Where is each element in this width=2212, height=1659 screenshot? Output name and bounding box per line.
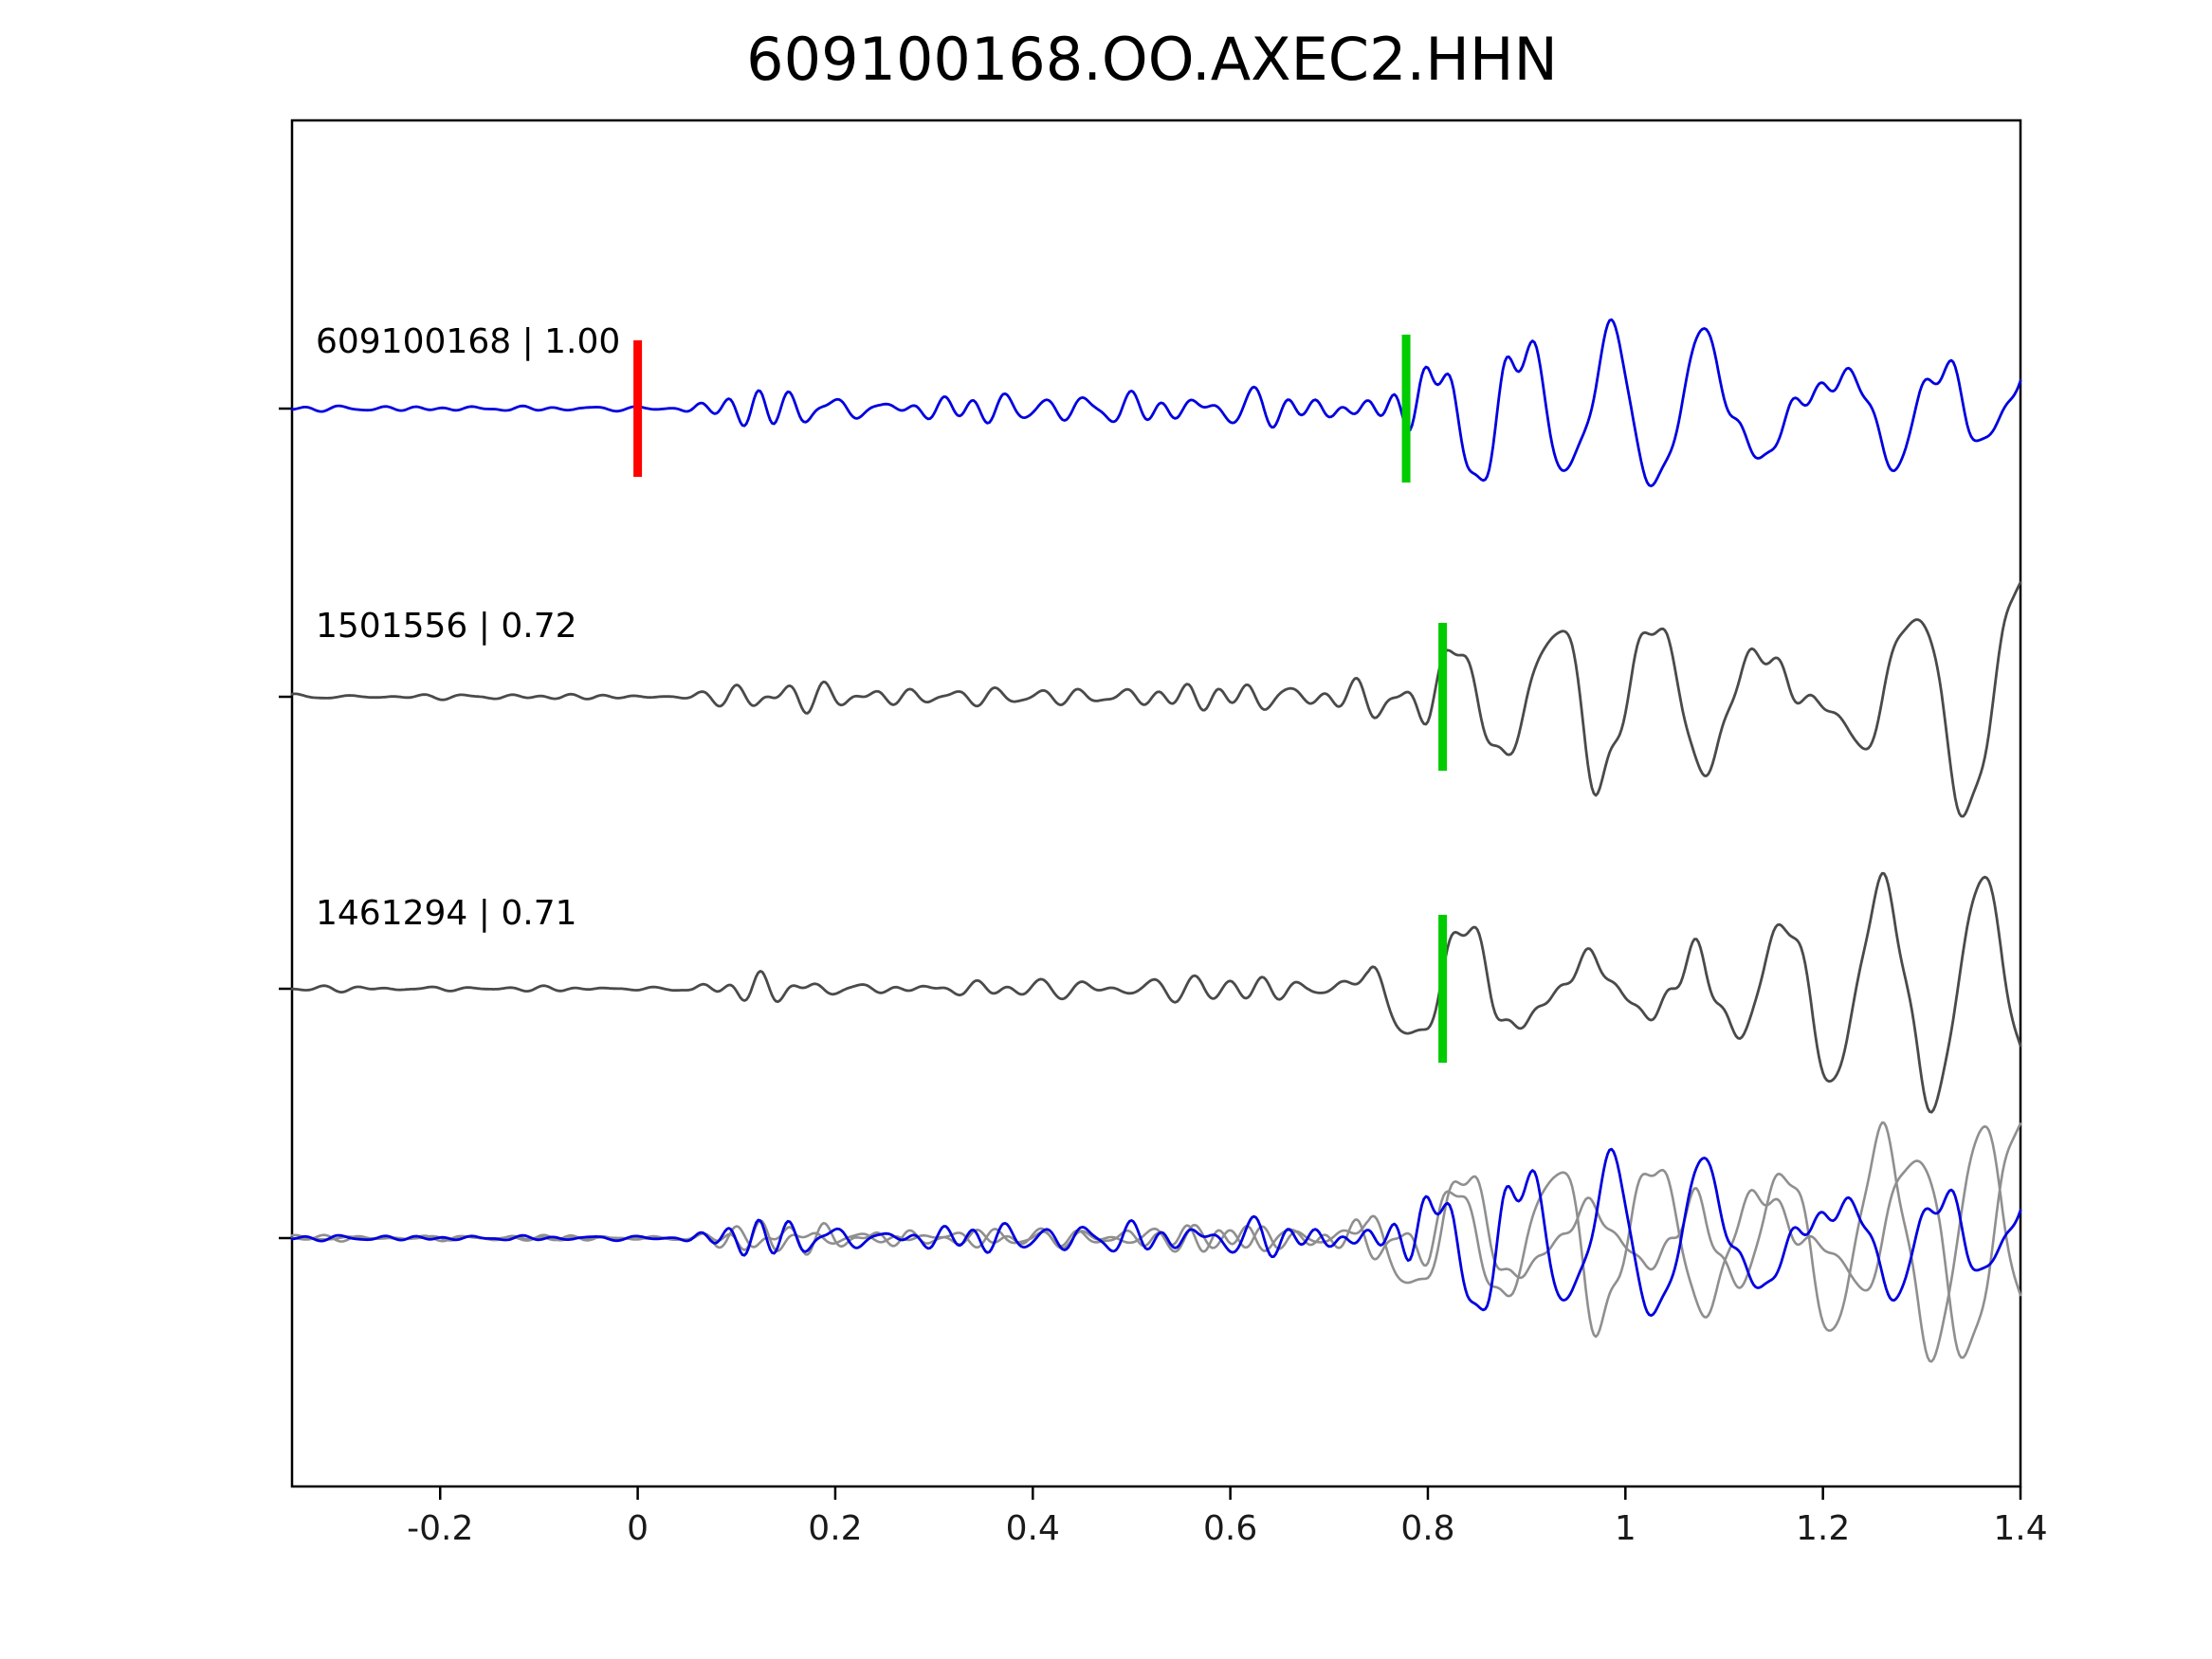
x-tick-label: 0.8 xyxy=(1400,1509,1454,1548)
x-tick-label: 1.4 xyxy=(1993,1509,2047,1548)
waveform-trace-1461294 xyxy=(290,871,2022,1114)
x-tick-label: 0.6 xyxy=(1203,1509,1257,1548)
waveform-trace-1501556 xyxy=(290,581,2022,818)
x-tick-label: 1 xyxy=(1615,1509,1636,1548)
x-tick-label: 0 xyxy=(627,1509,649,1548)
overlay-waveform-0 xyxy=(290,1122,2022,1359)
overlay-waveform-1 xyxy=(290,1121,2022,1363)
figure-title: 609100168.OO.AXEC2.HHN xyxy=(746,25,1558,94)
waveform-trace-609100168 xyxy=(290,318,2022,487)
x-tick-label: 1.2 xyxy=(1796,1509,1850,1548)
trace-label-1461294: 1461294 | 0.71 xyxy=(316,894,577,933)
x-tick-label: -0.2 xyxy=(407,1509,473,1548)
overlay-waveform-2 xyxy=(290,1147,2022,1317)
x-tick-label: 0.4 xyxy=(1006,1509,1060,1548)
x-tick-label: 0.2 xyxy=(808,1509,862,1548)
axes-box xyxy=(290,118,2022,1488)
trace-label-609100168: 609100168 | 1.00 xyxy=(316,322,620,361)
trace-label-1501556: 1501556 | 0.72 xyxy=(316,607,577,646)
